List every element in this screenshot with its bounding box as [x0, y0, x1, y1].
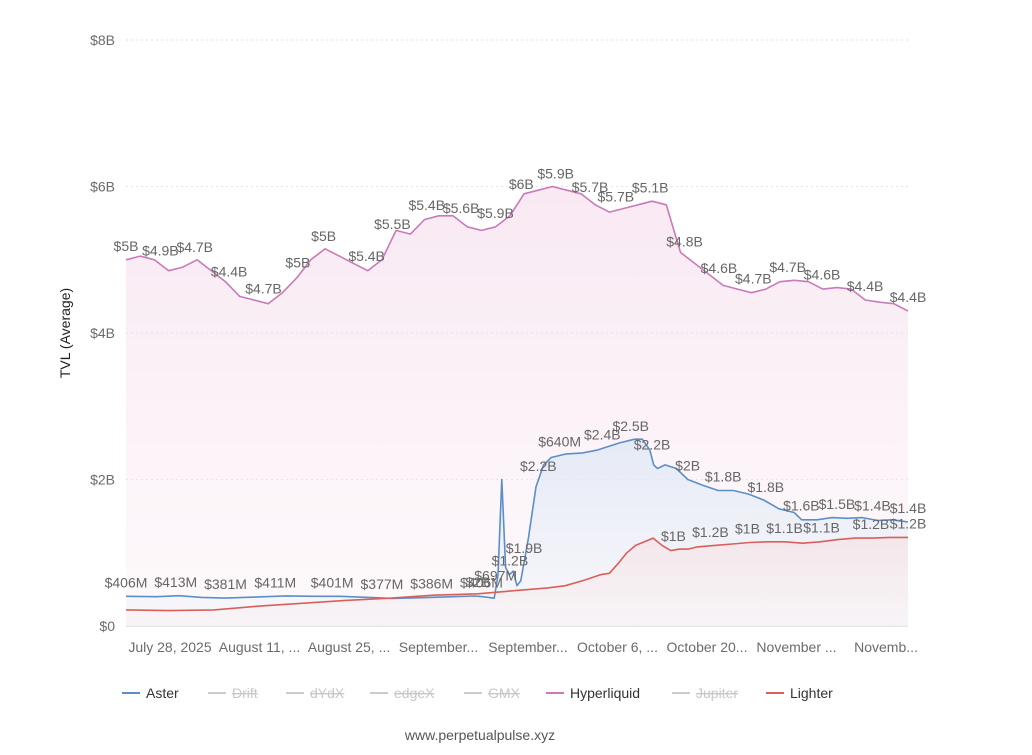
x-tick-label: October 20... [667, 639, 748, 655]
data-label-hyperliquid: $4.8B [666, 234, 703, 250]
data-label-hyperliquid: $5.9B [537, 165, 574, 181]
data-label-aster: $406M [105, 574, 148, 590]
data-label-aster: $640M [538, 433, 581, 449]
data-label-lighter: $1.2B [853, 516, 890, 532]
x-tick-label: November ... [756, 639, 836, 655]
data-label-lighter: $1B [661, 528, 686, 544]
data-label-hyperliquid: $4.7B [735, 270, 772, 286]
x-tick-label: August 25, ... [308, 639, 391, 655]
legend-item-lighter[interactable]: Lighter [766, 685, 833, 701]
data-labels: $5B $4.9B$4.7B$4.4B$4.7B$5B$5B$5.4B$5.5B$… [105, 165, 927, 592]
legend-item-dydx[interactable]: dYdX [286, 685, 345, 701]
x-tick-label: October 6, ... [577, 639, 658, 655]
data-label-hyperliquid: $5B [311, 228, 336, 244]
legend-label: Lighter [790, 685, 833, 701]
data-label-aster: $2B [465, 574, 490, 590]
data-label-lighter: $1.1B [766, 520, 803, 536]
legend-label: Aster [146, 685, 179, 701]
y-axis-label: TVL (Average) [57, 288, 73, 378]
data-label-hyperliquid: $5.1B [632, 180, 669, 196]
data-label-aster: $1.6B [783, 497, 820, 513]
data-label-lighter: $1.2B [692, 524, 729, 540]
data-label-aster: $2.5B [612, 418, 649, 434]
legend-item-gmx[interactable]: GMX [464, 685, 521, 701]
series-lines [125, 185, 909, 612]
legend: Aster Drift dYdX edgeX GMX Hyperliquid Jupiter… [122, 685, 833, 701]
data-label-lighter: $1.2B [890, 515, 927, 531]
legend-label: dYdX [310, 685, 345, 701]
data-label-hyperliquid: $5.7B [572, 179, 609, 195]
legend-item-jupiter[interactable]: Jupiter [672, 685, 738, 701]
x-tick-label: September... [399, 639, 478, 655]
data-label-hyperliquid: $6B [509, 176, 534, 192]
legend-label: Hyperliquid [570, 685, 640, 701]
data-label-aster: $413M [154, 574, 197, 590]
data-label-hyperliquid: $5.4B [348, 248, 385, 264]
data-label-hyperliquid: $4.6B [804, 267, 841, 283]
data-label-lighter: $1.1B [803, 520, 840, 536]
data-label-aster: $377M [361, 576, 404, 592]
data-label-hyperliquid: $4.9B [142, 242, 179, 258]
tvl-chart: $0$2B$4B$6B$8B TVL (Average) $5B $4.9B$4.… [57, 32, 927, 701]
legend-item-aster[interactable]: Aster [122, 685, 179, 701]
data-label-hyperliquid: $4.7B [769, 259, 806, 275]
y-axis-ticks: $0 $2B $4B $6B $8B [90, 32, 115, 634]
data-label-aster: $386M [410, 575, 453, 591]
series-areas [126, 186, 908, 626]
data-label-hyperliquid: $5.5B [374, 216, 411, 232]
x-tick-label: September... [488, 639, 567, 655]
data-label-aster: $381M [204, 576, 247, 592]
x-axis-ticks: July 28, 2025 August 11, ... August 25, ..… [128, 639, 918, 655]
line-hyperliquid[interactable] [125, 185, 909, 312]
legend-item-edgex[interactable]: edgeX [370, 685, 435, 701]
data-label-hyperliquid: $5.7B [598, 188, 635, 204]
data-label-hyperliquid: $5.9B [477, 205, 514, 221]
data-label-aster: $1.5B [819, 496, 856, 512]
legend-label: Drift [232, 685, 258, 701]
data-label-aster: $1.4B [890, 500, 927, 516]
data-label-hyperliquid: $5.4B [408, 197, 445, 213]
y-tick-label: $4B [90, 325, 115, 341]
data-label-aster: $2.4B [584, 426, 621, 442]
line-lighter[interactable] [125, 536, 908, 612]
y-tick-label: $8B [90, 32, 115, 48]
x-tick-label: Novemb... [854, 639, 918, 655]
data-label-aster: $697M [474, 567, 517, 583]
data-label-hyperliquid: $4.4B [847, 278, 884, 294]
x-tick-label: August 11, ... [219, 639, 300, 655]
data-label-hyperliquid: $4.7B [176, 239, 213, 255]
data-label-hyperliquid: $4.4B [890, 289, 927, 305]
data-label-aster: $2B [675, 457, 700, 473]
line-aster[interactable] [125, 438, 909, 600]
data-label-aster: $406M [460, 575, 503, 591]
y-tick-label: $6B [90, 179, 115, 195]
x-tick-label: July 28, 2025 [128, 639, 211, 655]
data-label-aster: $1.8B [748, 479, 785, 495]
legend-item-hyperliquid[interactable]: Hyperliquid [546, 685, 640, 701]
data-label-hyperliquid: $5B [285, 254, 310, 270]
data-label-aster: $411M [254, 574, 296, 590]
data-label-aster: $1.8B [705, 468, 742, 484]
legend-label: Jupiter [696, 685, 738, 701]
data-label-lighter: $1B [735, 521, 760, 537]
data-label-aster: $2.2B [634, 437, 671, 453]
data-label-aster: $2.2B [520, 458, 557, 474]
legend-label: edgeX [394, 685, 435, 701]
data-label-hyperliquid: $5B [114, 238, 139, 254]
data-label-aster: $1.2B [492, 552, 529, 568]
data-label-hyperliquid: $4.7B [245, 280, 282, 296]
y-tick-label: $2B [90, 472, 115, 488]
data-label-aster: $401M [311, 574, 354, 590]
data-label-hyperliquid: $4.6B [701, 260, 738, 276]
site-credit: www.perpetualpulse.xyz [404, 727, 556, 743]
y-tick-label: $0 [99, 618, 115, 634]
data-label-hyperliquid: $5.6B [443, 200, 480, 216]
data-label-aster: $1.4B [854, 498, 891, 514]
legend-label: GMX [488, 685, 521, 701]
data-label-hyperliquid: $4.4B [211, 263, 248, 279]
data-label-aster: $1.9B [506, 540, 543, 556]
legend-item-drift[interactable]: Drift [208, 685, 258, 701]
area-lighter [126, 537, 908, 626]
